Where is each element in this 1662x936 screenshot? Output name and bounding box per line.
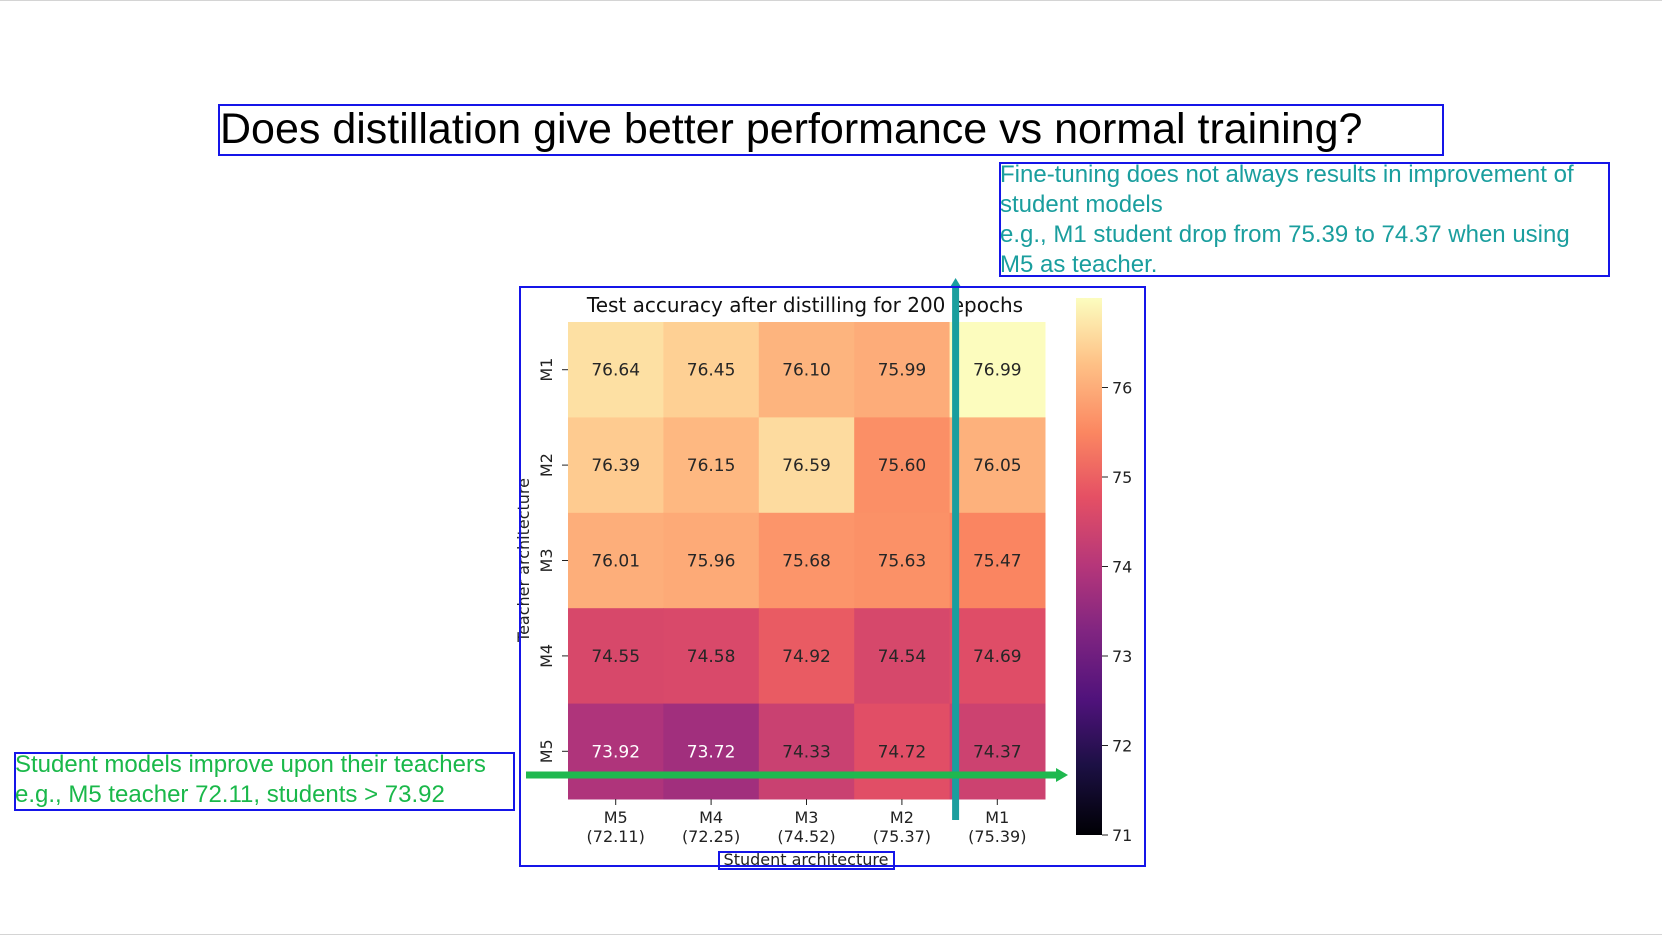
bottom-border-line — [0, 934, 1662, 935]
heatmap-cell-label: 73.92 — [591, 742, 640, 762]
heatmap-cell — [949, 608, 1046, 705]
x-tick-sublabel: (72.25) — [682, 827, 740, 846]
heatmap-cell-label: 75.96 — [687, 552, 736, 572]
heatmap-cell — [854, 322, 951, 418]
heatmap-cell — [854, 512, 951, 609]
heatmap-cell-label: 75.60 — [878, 456, 927, 476]
heatmap-cell — [568, 417, 664, 514]
y-tick-label: M1 — [537, 358, 556, 382]
heatmap-cell-label: 76.05 — [973, 456, 1022, 476]
y-axis-label: Teacher architecture — [514, 478, 533, 643]
x-tick-sublabel: (72.11) — [587, 827, 645, 846]
heatmap-cell — [663, 608, 760, 705]
heatmap-cell-label: 74.92 — [782, 647, 831, 667]
teal-arrow-head — [949, 278, 962, 288]
x-tick-label: M5 — [604, 808, 628, 827]
heatmap-cell-label: 76.15 — [687, 456, 736, 476]
heatmap-cell — [663, 703, 760, 800]
heatmap-cell — [854, 608, 951, 705]
colorbar-tick-label: 76 — [1112, 379, 1132, 398]
heatmap-cell-label: 76.39 — [591, 456, 640, 476]
heatmap-cell — [758, 608, 855, 705]
heatmap-cell — [949, 512, 1046, 609]
x-tick-sublabel: (75.39) — [968, 827, 1026, 846]
heatmap-cell — [663, 512, 760, 609]
heatmap-cell-label: 74.55 — [591, 647, 640, 667]
heatmap-cell — [758, 512, 855, 609]
heatmap-cell — [568, 322, 664, 418]
heatmap-cell-label: 74.72 — [878, 742, 927, 762]
heatmap-cell-label: 76.01 — [591, 552, 640, 572]
colorbar-tick-label: 73 — [1112, 647, 1132, 666]
heatmap-cell-label: 75.68 — [782, 552, 831, 572]
heatmap-cell-label: 74.69 — [973, 647, 1022, 667]
heatmap-cell-label: 76.59 — [782, 456, 831, 476]
x-tick-label: M1 — [985, 808, 1009, 827]
finetune-note-line: Fine-tuning does not always results in i… — [1000, 161, 1574, 188]
y-tick-label: M3 — [537, 549, 556, 573]
heatmap-cell-label: 75.99 — [878, 361, 927, 381]
x-axis-label-box — [718, 851, 895, 870]
x-tick-label: M4 — [699, 808, 723, 827]
heatmap-cell — [949, 322, 1046, 418]
finetune-note-line: student models — [1000, 191, 1163, 218]
y-tick-label: M5 — [537, 739, 556, 763]
improve-note-box — [14, 752, 515, 811]
x-tick-sublabel: (74.52) — [777, 827, 835, 846]
heatmap-cell-label: 76.45 — [687, 361, 736, 381]
y-tick-label: M2 — [537, 453, 556, 477]
heatmap-cell-label: 75.47 — [973, 552, 1022, 572]
heatmap-cells — [568, 322, 1046, 800]
heatmap-cell — [758, 322, 855, 418]
top-border-line — [0, 0, 1662, 1]
heatmap-cell — [568, 608, 664, 705]
colorbar — [1076, 298, 1102, 835]
heatmap-cell — [568, 512, 664, 609]
heatmap-cell-label: 74.54 — [878, 647, 927, 667]
finetune-note-line: M5 as teacher. — [1000, 251, 1158, 278]
y-ticks: M1 M2 M3 M4 M5 — [537, 358, 568, 763]
colorbar-ticks: 71 72 73 74 75 76 — [1102, 379, 1132, 845]
heatmap-cell-label: 75.63 — [878, 552, 927, 572]
colorbar-tick-label: 71 — [1112, 826, 1132, 845]
colorbar-tick-label: 72 — [1112, 737, 1132, 756]
heatmap-cell — [758, 703, 855, 800]
heatmap-cell-label: 74.33 — [782, 742, 831, 762]
heatmap-cell — [854, 703, 951, 800]
slide-title: Does distillation give better performanc… — [220, 105, 1363, 153]
x-tick-label: M2 — [890, 808, 914, 827]
heatmap-cell — [568, 703, 664, 800]
heatmap-cell — [949, 417, 1046, 514]
y-tick-label: M4 — [537, 644, 556, 668]
colorbar-tick-label: 75 — [1112, 468, 1132, 487]
finetune-note-box — [999, 162, 1610, 277]
heatmap-cell — [854, 417, 951, 514]
heatmap-cell-labels: 76.64 76.45 76.10 75.99 76.99 76.39 76.15 76.59… — [591, 361, 1021, 763]
x-ticks: M5(72.11) M4(72.25) M3(74.52) M2(75.37) M1(7… — [587, 799, 1026, 846]
colorbar-tick-label: 74 — [1112, 558, 1132, 577]
heatmap-cell-label: 74.58 — [687, 647, 736, 667]
slide-title-box — [218, 104, 1444, 156]
heatmap-cell — [949, 703, 1046, 800]
heatmap-cell-label: 76.10 — [782, 361, 831, 381]
x-tick-sublabel: (75.37) — [873, 827, 931, 846]
improve-note-line: e.g., M5 teacher 72.11, students > 73.92 — [15, 781, 445, 808]
chart-title: Test accuracy after distilling for 200 e… — [586, 293, 1023, 317]
heatmap-cell-label: 73.72 — [687, 742, 736, 762]
x-axis-label: Student architecture — [724, 850, 889, 869]
heatmap-cell-label: 76.99 — [973, 361, 1022, 381]
improve-note: Student models improve upon their teache… — [15, 750, 515, 810]
finetune-note-line: e.g., M1 student drop from 75.39 to 74.3… — [1000, 221, 1570, 248]
green-arrow-head — [1056, 768, 1068, 782]
heatmap-cell — [663, 322, 760, 418]
x-tick-label: M3 — [795, 808, 819, 827]
heatmap-cell — [663, 417, 760, 514]
heatmap-cell — [758, 417, 855, 514]
heatmap-cell-label: 74.37 — [973, 742, 1022, 762]
chart-box — [519, 286, 1146, 867]
improve-note-line: Student models improve upon their teache… — [15, 751, 486, 778]
heatmap-cell-label: 76.64 — [591, 361, 640, 381]
finetune-note: Fine-tuning does not always results in i… — [1000, 160, 1610, 280]
